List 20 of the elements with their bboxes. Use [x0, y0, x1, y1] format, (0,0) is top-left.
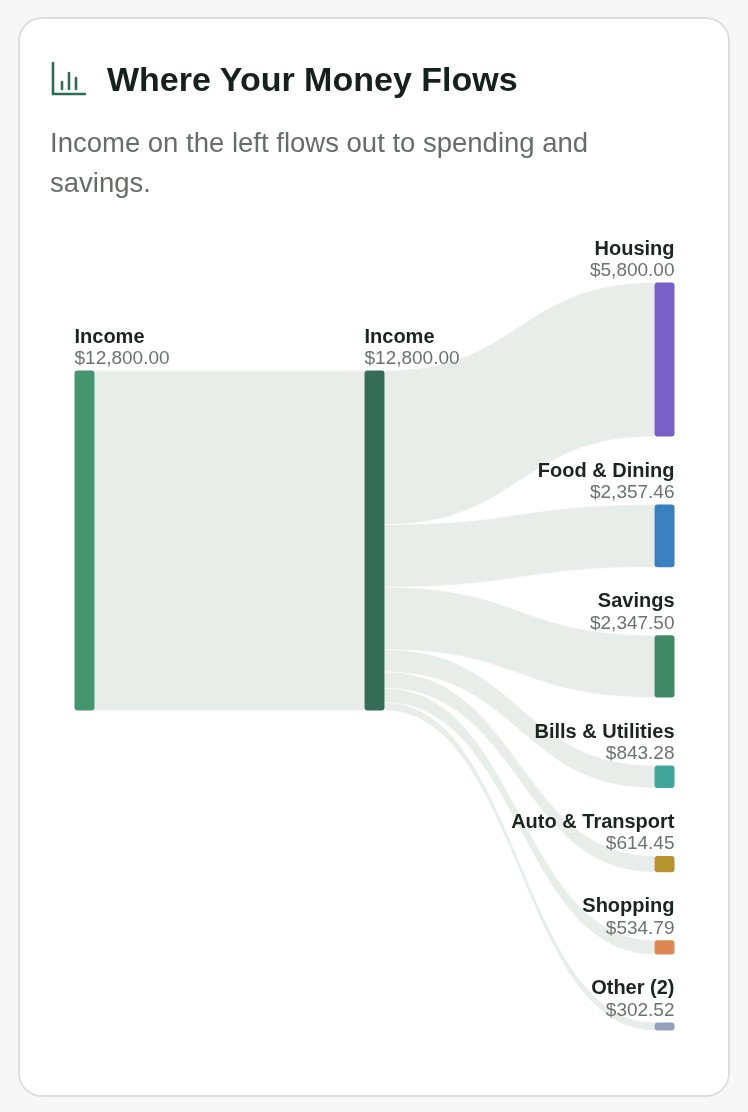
data-label: $614.45	[605, 832, 675, 854]
category-label: Other (2)	[591, 976, 675, 999]
text: Where Your Money Flows	[107, 59, 518, 100]
category-label: Savings	[597, 589, 675, 612]
category-label: Auto & Transport	[511, 809, 675, 832]
data-label: $2,347.50	[589, 611, 675, 633]
category-label: Housing	[594, 236, 675, 259]
data-label: $12,800.00	[74, 347, 170, 368]
data-label: $5,800.00	[589, 259, 675, 280]
category-label: Shopping	[582, 894, 675, 917]
category-label: Food & Dining	[537, 458, 675, 481]
text: Income on the left flows out to spending and savings.	[50, 126, 590, 200]
category-label: Bills & Utilities	[534, 719, 675, 742]
data-label: $302.52	[605, 998, 675, 1020]
data-label: $2,357.46	[589, 481, 675, 503]
data-label: $534.79	[605, 916, 675, 938]
category-label: Income	[364, 324, 435, 347]
data-label: $12,800.00	[364, 347, 460, 368]
category-label: Income	[74, 324, 145, 347]
data-label: $843.28	[605, 742, 675, 764]
